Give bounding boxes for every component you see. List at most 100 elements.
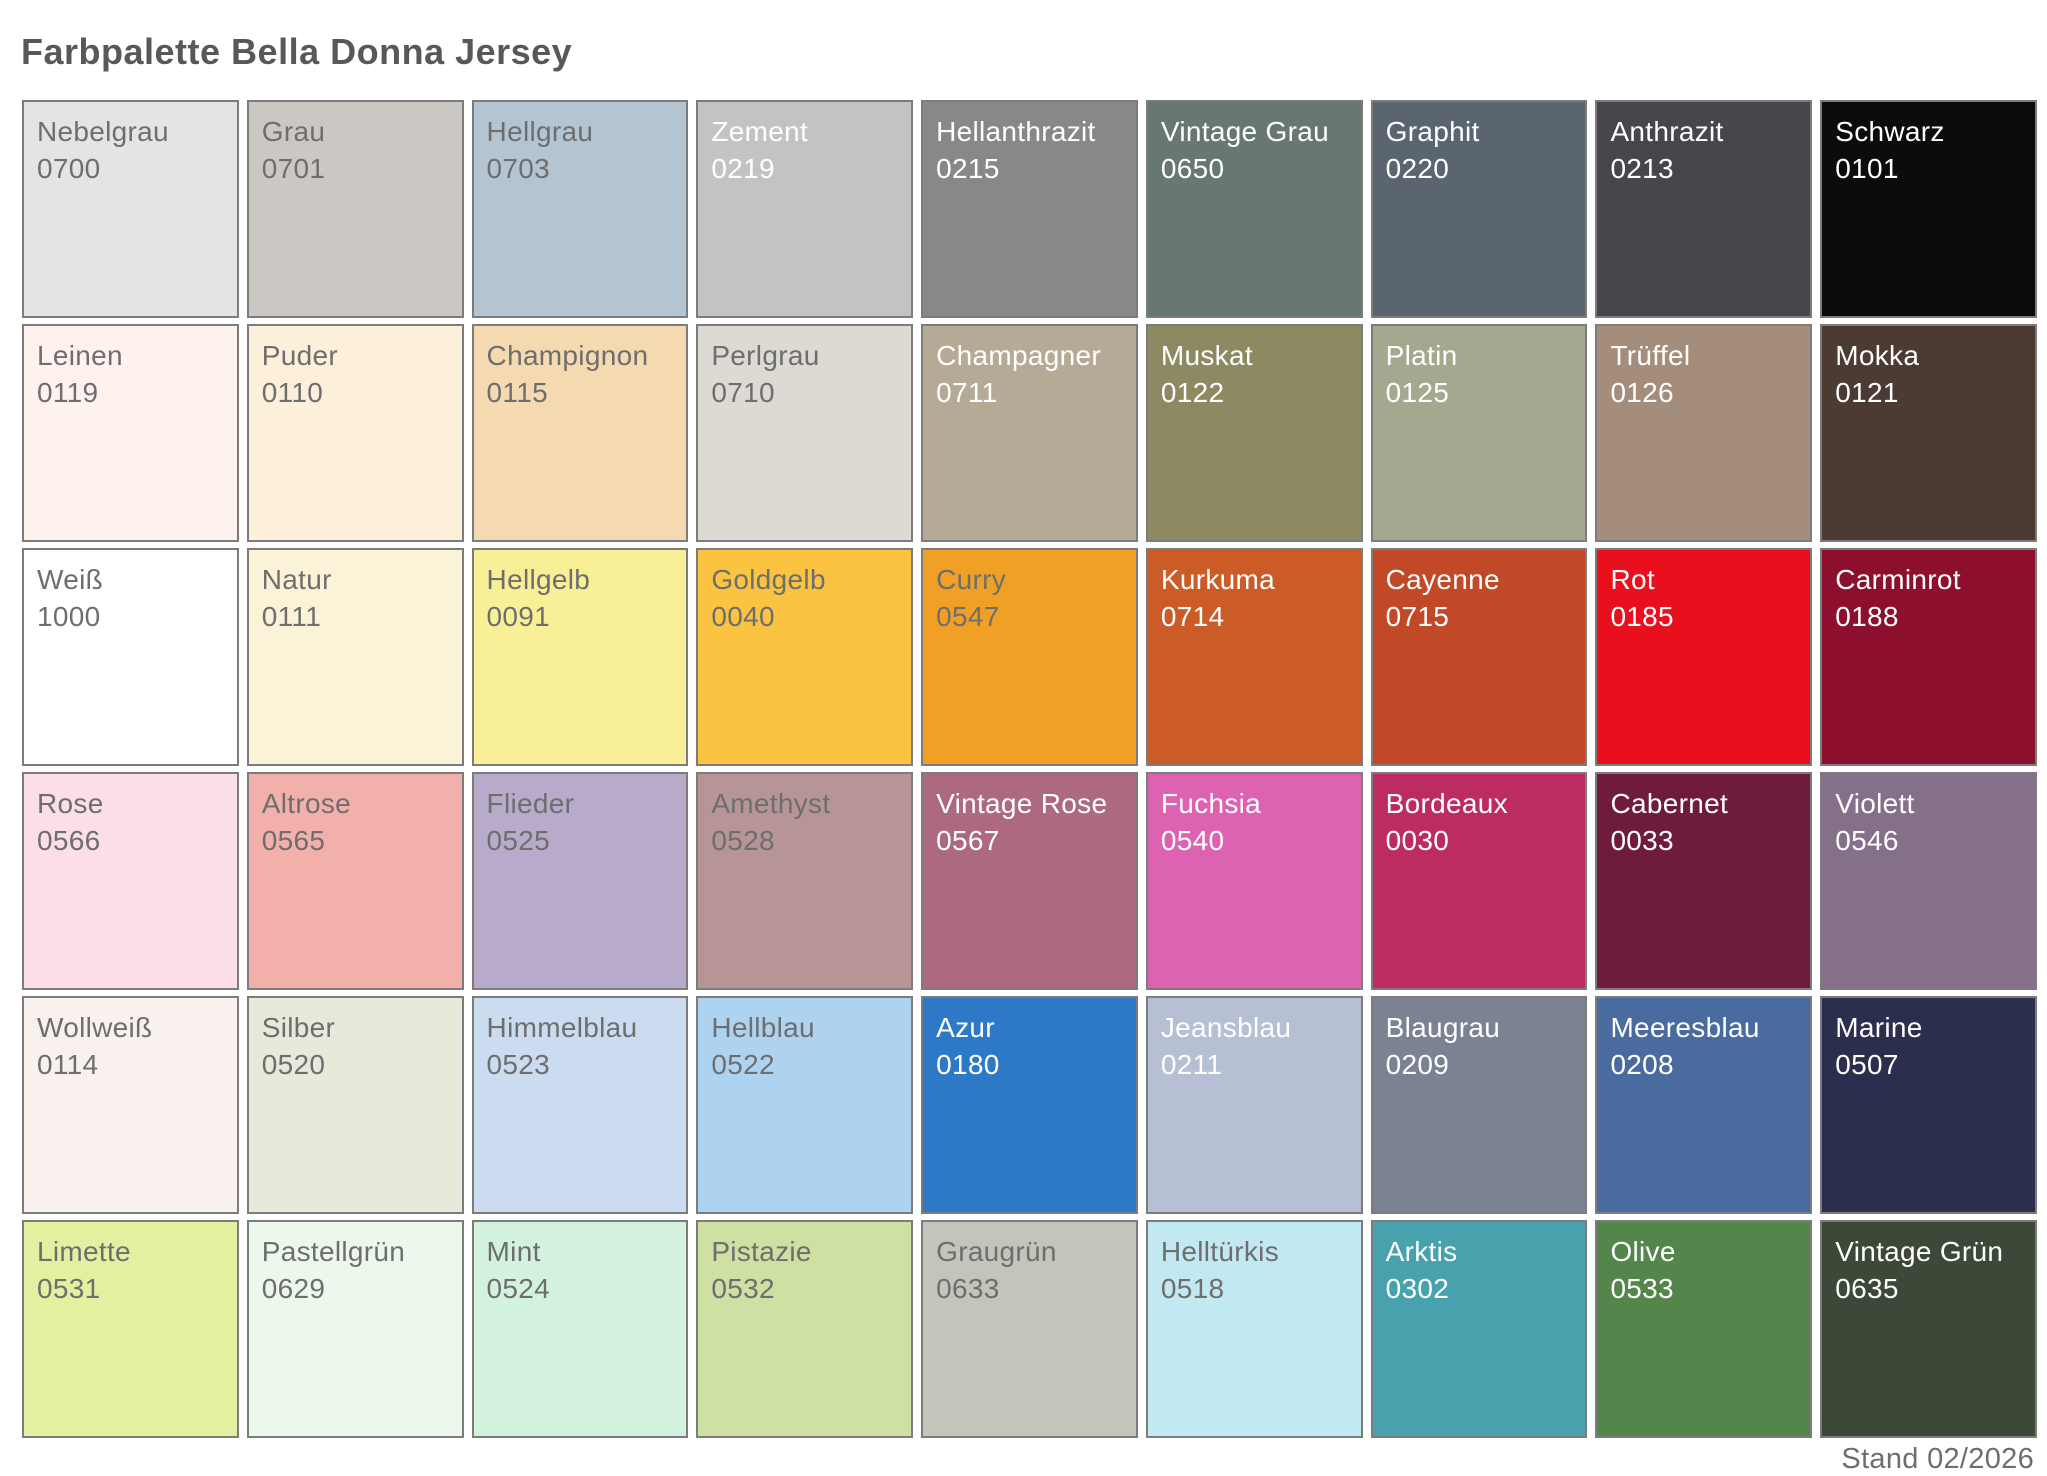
swatch-name: Muskat [1160,340,1253,372]
swatch-name: Vintage Grün [1835,1236,2004,1268]
swatch-vintage-rose: Vintage Rose 0567 [921,772,1138,991]
swatch-code: 0215 [936,153,1000,185]
swatch-mint: Mint 0524 [471,1220,689,1439]
swatch-code: 0532 [711,1273,775,1305]
swatch-hellgelb: Hellgelb 0091 [471,548,689,767]
swatch-silber: Silber 0520 [246,996,464,1215]
swatch-code: 0111 [261,601,322,633]
swatch-name: Rose [37,788,104,820]
swatch-code: 0635 [1835,1273,1899,1305]
swatch-code: 0122 [1160,377,1225,409]
swatch-natur: Natur 0111 [246,548,464,767]
swatch-name: Silber [261,1012,336,1044]
swatch-code: 0208 [1610,1049,1674,1081]
swatch-code: 0703 [486,153,551,185]
swatch-arktis: Arktis 0302 [1370,1220,1588,1439]
swatch-name: Vintage Rose [936,788,1108,820]
swatch-graphit: Graphit 0220 [1370,100,1588,319]
swatch-code: 0533 [1610,1273,1674,1305]
swatch-anthrazit: Anthrazit 0213 [1595,100,1813,319]
swatch-name: Mint [486,1236,541,1268]
swatch-code: 0518 [1160,1273,1225,1305]
swatch-code: 0633 [936,1273,1000,1305]
swatch-name: Arktis [1385,1236,1458,1268]
swatch-name: Zement [711,116,809,148]
swatch-code: 0714 [1160,601,1225,633]
swatch-hellanthrazit: Hellanthrazit 0215 [921,100,1138,319]
swatch-name: Marine [1835,1012,1923,1044]
swatch-marine: Marine 0507 [1820,996,2037,1215]
swatch-name: Helltürkis [1160,1236,1280,1268]
swatch-code: 0030 [1385,825,1450,857]
swatch-hellturkis: Helltürkis 0518 [1145,1220,1363,1439]
swatch-name: Altrose [261,788,352,820]
swatch-code: 0213 [1610,153,1674,185]
swatch-code: 0126 [1610,377,1674,409]
swatch-code: 0629 [261,1273,326,1305]
swatch-name: Limette [37,1236,131,1268]
swatch-azur: Azur 0180 [921,996,1138,1215]
swatch-name: Weiß [37,564,104,596]
swatch-code: 0180 [936,1049,1000,1081]
swatch-code: 0114 [37,1049,99,1081]
swatch-code: 0033 [1610,825,1674,857]
swatch-name: Hellgrau [486,116,594,148]
swatch-name: Natur [261,564,332,596]
swatch-weiss: Weiß 1000 [22,548,239,767]
swatch-code: 0700 [37,153,101,185]
swatch-code: 0091 [486,601,551,633]
swatch-cayenne: Cayenne 0715 [1370,548,1588,767]
swatch-rot: Rot 0185 [1595,548,1813,767]
swatch-code: 0523 [486,1049,551,1081]
swatch-code: 0540 [1160,825,1225,857]
swatch-leinen: Leinen 0119 [22,324,239,543]
swatch-code: 0220 [1385,153,1450,185]
swatch-name: Pistazie [711,1236,812,1268]
swatch-code: 0110 [261,377,324,409]
swatch-himmelblau: Himmelblau 0523 [471,996,689,1215]
swatch-name: Platin [1385,340,1458,372]
swatch-perlgrau: Perlgrau 0710 [696,324,914,543]
swatch-pastellgrun: Pastellgrün 0629 [246,1220,464,1439]
swatch-truffel: Trüffel 0126 [1595,324,1813,543]
swatch-code: 0522 [711,1049,775,1081]
swatch-schwarz: Schwarz 0101 [1820,100,2037,319]
swatch-code: 0528 [711,825,775,857]
swatch-name: Meeresblau [1610,1012,1760,1044]
swatch-name: Grau [261,116,326,148]
swatch-vintage-grau: Vintage Grau 0650 [1145,100,1363,319]
swatch-jeansblau: Jeansblau 0211 [1145,996,1363,1215]
swatch-code: 0219 [711,153,775,185]
swatch-vintage-grun: Vintage Grün 0635 [1820,1220,2037,1439]
swatch-name: Anthrazit [1610,116,1724,148]
swatch-name: Fuchsia [1160,788,1262,820]
swatch-name: Violett [1835,788,1915,820]
swatch-code: 0566 [37,825,101,857]
swatch-graugrun: Graugrün 0633 [921,1220,1138,1439]
swatch-name: Leinen [37,340,123,372]
swatch-champagner: Champagner 0711 [921,324,1138,543]
swatch-code: 0507 [1835,1049,1899,1081]
swatch-amethyst: Amethyst 0528 [696,772,914,991]
swatch-code: 0101 [1835,153,1899,185]
swatch-limette: Limette 0531 [22,1220,239,1439]
swatch-code: 0115 [486,377,548,409]
swatch-carminrot: Carminrot 0188 [1820,548,2037,767]
swatch-grid: Nebelgrau 0700 Grau 0701 Hellgrau 0703 Zement 0… [0,100,2047,1439]
swatch-code: 0567 [936,825,1000,857]
swatch-grau: Grau 0701 [246,100,464,319]
swatch-champignon: Champignon 0115 [471,324,689,543]
swatch-code: 0185 [1610,601,1674,633]
swatch-name: Cabernet [1610,788,1729,820]
swatch-mokka: Mokka 0121 [1820,324,2037,543]
swatch-name: Blaugrau [1385,1012,1501,1044]
swatch-name: Carminrot [1835,564,1961,596]
swatch-name: Puder [261,340,338,372]
swatch-name: Curry [936,564,1007,596]
swatch-name: Hellanthrazit [936,116,1096,148]
swatch-name: Kurkuma [1160,564,1276,596]
swatch-violett: Violett 0546 [1820,772,2037,991]
swatch-name: Graphit [1385,116,1480,148]
swatch-code: 0710 [711,377,775,409]
swatch-code: 0125 [1385,377,1450,409]
